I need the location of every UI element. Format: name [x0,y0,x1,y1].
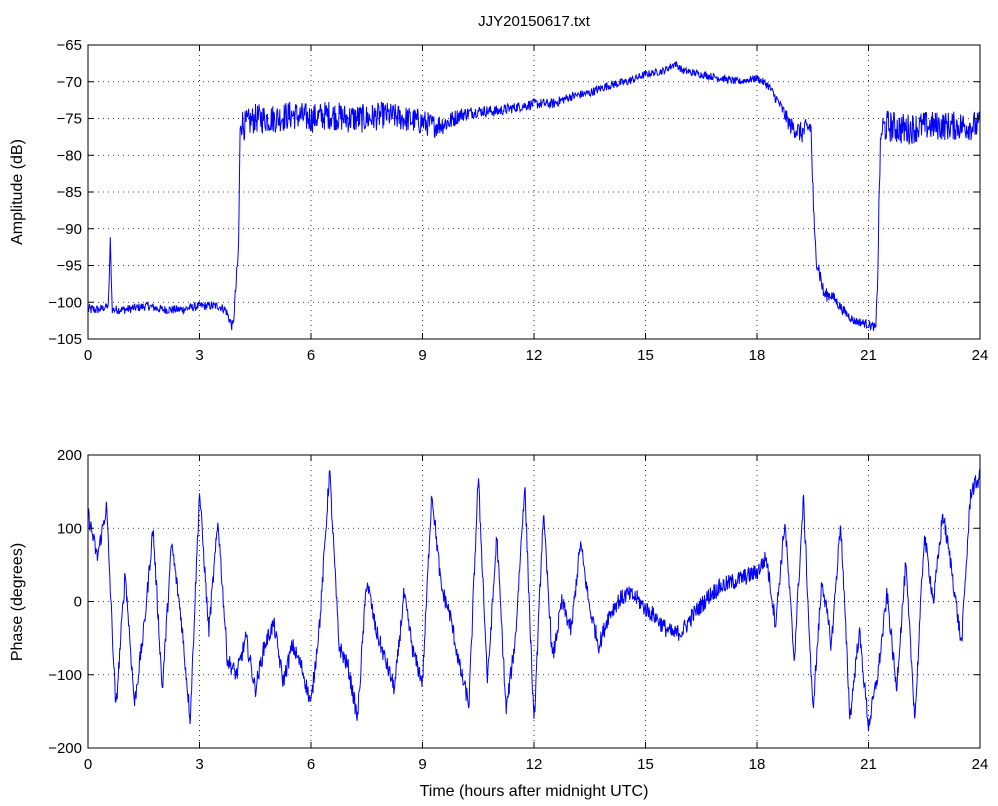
x-tick-label: 9 [418,347,426,364]
y-tick-label: −200 [48,740,82,757]
x-tick-label: 6 [307,347,315,364]
y-tick-label: 0 [74,594,82,611]
y-tick-label: −65 [57,37,82,54]
chart-title: JJY20150617.txt [478,13,591,30]
amplitude-y-axis-label: Amplitude (dB) [9,139,26,245]
x-tick-label: 9 [418,756,426,773]
x-tick-label: 18 [749,756,766,773]
y-tick-label: 200 [57,447,82,464]
amplitude-panel: 0 3 6 9 12 15 18 21 24 −105 −100 −95 −90 −85 −80 −75 −7… [9,13,988,364]
y-tick-label: −100 [48,667,82,684]
phase-panel: 0 3 6 9 12 15 18 21 24 −200 −100 0 100 200 Time (hou… [9,447,988,800]
x-tick-label: 6 [307,756,315,773]
y-tick-label: −70 [57,74,82,91]
x-tick-label: 0 [84,347,92,364]
phase-x-ticks: 0 3 6 9 12 15 18 21 24 [84,455,989,773]
amplitude-x-ticks: 0 3 6 9 12 15 18 21 24 [84,45,989,364]
y-tick-label: −100 [48,294,82,311]
amplitude-gridlines [88,45,980,339]
x-tick-label: 15 [637,347,654,364]
y-tick-label: −105 [48,331,82,348]
x-tick-label: 21 [860,347,877,364]
y-tick-label: −85 [57,184,82,201]
x-tick-label: 24 [972,756,989,773]
amplitude-y-ticks: −105 −100 −95 −90 −85 −80 −75 −70 −65 [48,37,980,348]
x-tick-label: 24 [972,347,989,364]
x-tick-label: 12 [526,347,543,364]
x-tick-label: 18 [749,347,766,364]
x-tick-label: 15 [637,756,654,773]
phase-y-ticks: −200 −100 0 100 200 [48,447,980,757]
amplitude-series-line [88,61,980,332]
phase-series-line [88,469,980,732]
x-tick-label: 21 [860,756,877,773]
x-tick-label: 3 [195,756,203,773]
y-tick-label: −75 [57,111,82,128]
x-tick-label: 3 [195,347,203,364]
y-tick-label: 100 [57,520,82,537]
x-tick-label: 0 [84,756,92,773]
phase-y-axis-label: Phase (degrees) [9,543,26,661]
y-tick-label: −95 [57,258,82,275]
x-tick-label: 12 [526,756,543,773]
phase-x-axis-label: Time (hours after midnight UTC) [420,783,649,800]
y-tick-label: −90 [57,221,82,238]
phase-gridlines [88,455,980,748]
y-tick-label: −80 [57,147,82,164]
